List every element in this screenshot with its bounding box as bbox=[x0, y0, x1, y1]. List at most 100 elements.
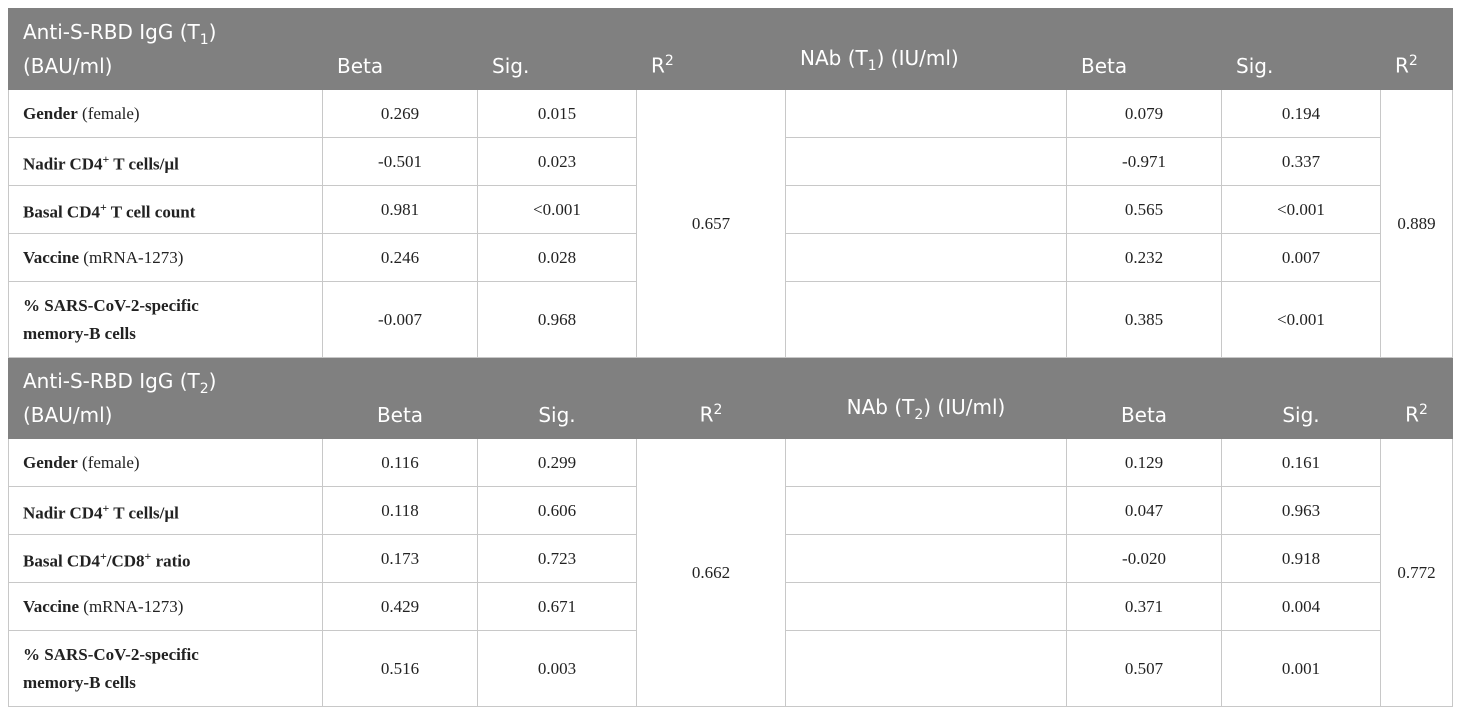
data-row: Basal CD4+/CD8+ ratio 0.173 0.723 -0.020 0.9… bbox=[8, 534, 1453, 583]
header-cell: Beta bbox=[1066, 357, 1222, 439]
nab-sig-cell: 0.194 bbox=[1221, 89, 1381, 138]
text-line: R2 bbox=[1395, 397, 1438, 428]
row-label: Nadir CD4+ T cells/µl bbox=[8, 137, 323, 186]
beta-cell: 0.116 bbox=[322, 438, 478, 487]
sig-cell: 0.028 bbox=[477, 233, 637, 282]
nab-sig-cell: 0.007 bbox=[1221, 233, 1381, 282]
header-cell: NAb (T2) (IU/ml) bbox=[785, 357, 1067, 439]
text-segment: Vaccine bbox=[23, 596, 80, 616]
text-line: R2 bbox=[651, 397, 771, 428]
text-segment: + bbox=[99, 548, 107, 563]
beta-cell: -0.007 bbox=[322, 281, 478, 358]
text-segment: ) (IU/ml) bbox=[923, 395, 1006, 419]
text-line: % SARS-CoV-2-specific bbox=[23, 641, 308, 669]
text-segment: T cells/µl bbox=[109, 503, 179, 523]
empty-cell bbox=[785, 185, 1067, 234]
text-segment: (female) bbox=[77, 452, 140, 472]
text-segment: Sig. bbox=[492, 54, 530, 78]
header-cell: Beta bbox=[1066, 8, 1222, 90]
text-segment: 1 bbox=[199, 32, 209, 48]
header-cell: Beta bbox=[322, 8, 478, 90]
nab-sig-cell: 0.004 bbox=[1221, 582, 1381, 631]
text-line: R2 bbox=[651, 48, 771, 79]
sig-cell: <0.001 bbox=[477, 185, 637, 234]
table-wrap: Anti-S-RBD IgG (T1) (BAU/ml) Beta Sig. R2 NAb… bbox=[8, 8, 1453, 707]
text-segment: ratio bbox=[151, 551, 191, 571]
empty-cell bbox=[785, 137, 1067, 186]
text-segment: NAb (T bbox=[800, 46, 868, 70]
text-segment: Beta bbox=[337, 54, 384, 78]
header-cell: NAb (T1) (IU/ml) bbox=[785, 8, 1067, 90]
header-cell: Sig. bbox=[477, 8, 637, 90]
text-segment: memory-B cells bbox=[23, 323, 136, 343]
nab-beta-cell: 0.129 bbox=[1066, 438, 1222, 487]
empty-cell bbox=[785, 281, 1067, 358]
text-segment: Gender bbox=[23, 103, 78, 123]
empty-cell bbox=[785, 630, 1067, 707]
header-cell: R2 bbox=[636, 357, 786, 439]
text-segment: % SARS-CoV-2-specific bbox=[23, 295, 199, 315]
text-segment: R bbox=[651, 54, 665, 78]
sig-cell: 0.723 bbox=[477, 534, 637, 583]
header-cell: Sig. bbox=[1221, 8, 1381, 90]
text-line: Gender (female) bbox=[23, 449, 308, 477]
text-segment: Beta bbox=[376, 403, 424, 427]
nab-beta-cell: 0.507 bbox=[1066, 630, 1222, 707]
nab-r2-cell: 0.889 bbox=[1380, 89, 1453, 358]
text-segment: + bbox=[144, 548, 152, 563]
text-segment: Sig. bbox=[538, 403, 576, 427]
text-segment: Sig. bbox=[1236, 54, 1274, 78]
text-segment: T cells/µl bbox=[109, 154, 179, 174]
data-row: Vaccine (mRNA-1273) 0.246 0.028 0.232 0.007 bbox=[8, 233, 1453, 282]
text-segment: /CD8 bbox=[106, 551, 145, 571]
text-segment: R bbox=[1395, 54, 1409, 78]
nab-beta-cell: 0.371 bbox=[1066, 582, 1222, 631]
nab-beta-cell: 0.232 bbox=[1066, 233, 1222, 282]
empty-cell bbox=[785, 486, 1067, 535]
nab-beta-cell: 0.079 bbox=[1066, 89, 1222, 138]
text-segment: Beta bbox=[1081, 54, 1128, 78]
header-cell: R2 bbox=[636, 8, 786, 90]
text-segment: 1 bbox=[867, 58, 877, 74]
text-line: Basal CD4+ T cell count bbox=[23, 193, 308, 227]
regression-table: Anti-S-RBD IgG (T1) (BAU/ml) Beta Sig. R2 NAb… bbox=[8, 8, 1453, 707]
text-segment: Nadir CD4 bbox=[23, 503, 103, 523]
nab-sig-cell: 0.918 bbox=[1221, 534, 1381, 583]
empty-cell bbox=[785, 438, 1067, 487]
text-segment: 2 bbox=[664, 53, 674, 70]
header-cell: Beta bbox=[322, 357, 478, 439]
text-line: % SARS-CoV-2-specific bbox=[23, 292, 308, 320]
text-segment: ) bbox=[208, 369, 217, 393]
text-line: Nadir CD4+ T cells/µl bbox=[23, 494, 308, 528]
sig-cell: 0.299 bbox=[477, 438, 637, 487]
text-line: Vaccine (mRNA-1273) bbox=[23, 244, 308, 272]
beta-cell: 0.516 bbox=[322, 630, 478, 707]
text-line: (BAU/ml) bbox=[23, 402, 308, 428]
data-row: Nadir CD4+ T cells/µl -0.501 0.023 -0.971 0.… bbox=[8, 137, 1453, 186]
text-segment: Basal CD4 bbox=[23, 202, 100, 222]
text-segment: Vaccine bbox=[23, 247, 80, 267]
text-line: memory-B cells bbox=[23, 669, 308, 697]
text-segment: 2 bbox=[713, 402, 723, 419]
row-label: Nadir CD4+ T cells/µl bbox=[8, 486, 323, 535]
text-line: Nadir CD4+ T cells/µl bbox=[23, 145, 308, 179]
text-line: (BAU/ml) bbox=[23, 53, 308, 79]
text-line: Vaccine (mRNA-1273) bbox=[23, 593, 308, 621]
text-segment: + bbox=[99, 199, 107, 214]
text-segment: Gender bbox=[23, 452, 78, 472]
text-line: memory-B cells bbox=[23, 320, 308, 348]
text-segment: ) (IU/ml) bbox=[876, 46, 959, 70]
text-segment: + bbox=[102, 151, 110, 166]
r2-cell: 0.662 bbox=[636, 438, 786, 707]
text-line: Sig. bbox=[1236, 53, 1366, 79]
text-line: Beta bbox=[337, 53, 463, 79]
beta-cell: -0.501 bbox=[322, 137, 478, 186]
text-line: R2 bbox=[1395, 48, 1438, 79]
sig-cell: 0.003 bbox=[477, 630, 637, 707]
text-segment: NAb (T bbox=[846, 395, 915, 419]
beta-cell: 0.429 bbox=[322, 582, 478, 631]
data-row: Nadir CD4+ T cells/µl 0.118 0.606 0.047 0.96… bbox=[8, 486, 1453, 535]
nab-sig-cell: 0.161 bbox=[1221, 438, 1381, 487]
text-segment: R bbox=[699, 403, 714, 427]
text-segment: Anti-S-RBD IgG (T bbox=[23, 369, 200, 393]
